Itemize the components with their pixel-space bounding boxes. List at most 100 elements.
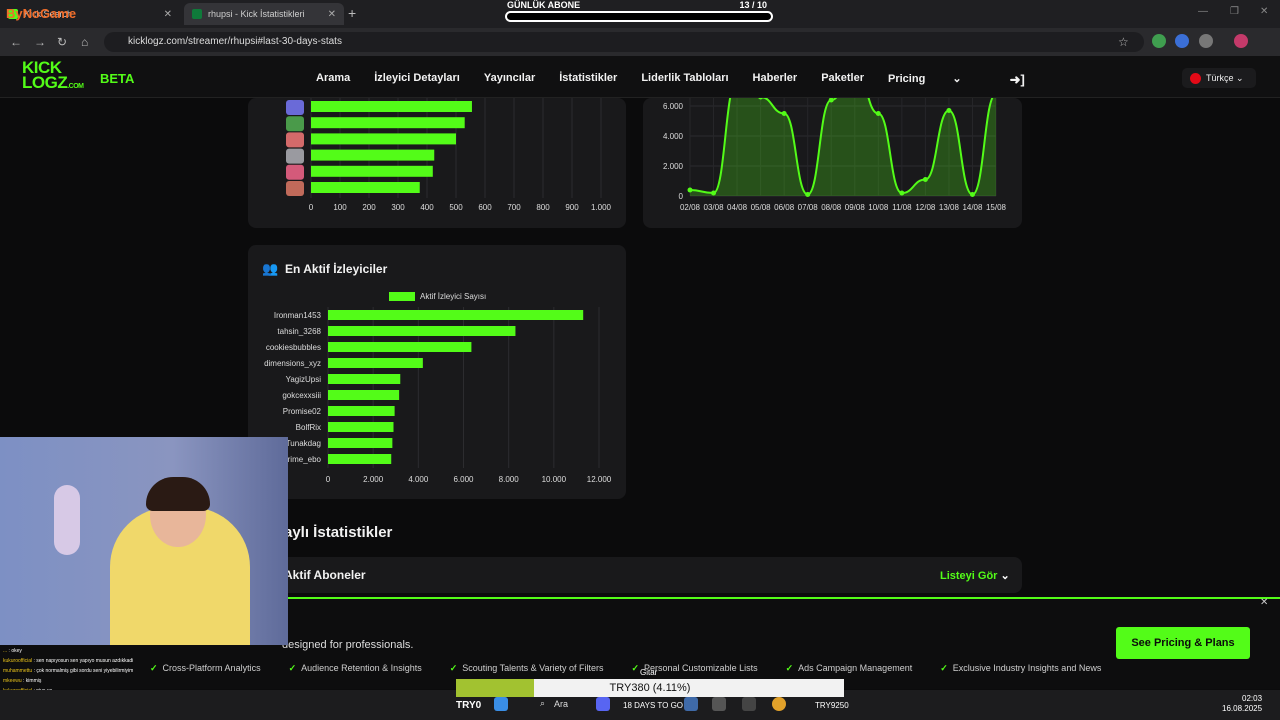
top-left-chart-panel: 0 100 200 300 400 500 600 700 800 900 1.000 xyxy=(248,98,626,228)
legend-label[interactable]: Aktif İzleyici Sayısı xyxy=(420,292,487,301)
extension-icon[interactable] xyxy=(1175,34,1189,48)
maximize-icon[interactable]: ❐ xyxy=(1230,6,1239,17)
y-tick-label: Tunakdag xyxy=(286,439,321,448)
close-icon[interactable]: ✕ xyxy=(163,8,172,20)
bar xyxy=(311,165,433,177)
menu-item-streamers[interactable]: Yayıncılar xyxy=(483,72,536,84)
chat-text: : kimmiş xyxy=(21,678,42,684)
data-point xyxy=(899,190,905,196)
chat-text: : çok normalmiş gibi sordu seni yiyebili… xyxy=(32,668,134,674)
days-to-go-text: 18 DAYS TO GO xyxy=(623,701,684,710)
data-point xyxy=(946,108,952,113)
discord-icon[interactable] xyxy=(596,697,610,711)
language-selector[interactable]: Türkçe ⌄ xyxy=(1182,68,1256,88)
search-icon: ⌕ xyxy=(540,698,546,708)
top-right-chart-panel: 0 2.000 4.000 6.000 02/08 03/08 04/08 05/08 06/0… xyxy=(643,64,1022,228)
top-subscribers-row[interactable]: Aktif Aboneler Listeyi Gör ⌄ xyxy=(248,557,1022,593)
x-tick-label: 07/08 xyxy=(798,203,819,212)
url-input[interactable]: kicklogz.com/streamer/rhupsi#last-30-day… xyxy=(104,32,1144,52)
check-icon: ✓ xyxy=(940,663,948,673)
chrome-icon[interactable] xyxy=(772,697,786,711)
bar xyxy=(311,117,465,129)
donation-text: TRY380 (4.11%) xyxy=(609,682,691,694)
clock-date: 16.08.2025 xyxy=(1222,704,1263,713)
windows-start-icon[interactable] xyxy=(494,697,508,711)
reload-icon[interactable]: ↻ xyxy=(57,35,68,49)
check-icon: ✓ xyxy=(288,663,297,673)
bar xyxy=(328,454,392,464)
x-tick-label: 06/08 xyxy=(774,203,795,212)
address-bar-row: ← → ↻ ⌂ kicklogz.com/streamer/rhupsi#las… xyxy=(0,28,1280,56)
tab-kick-search[interactable]: Kick Search ✕ xyxy=(0,3,180,25)
x-tick-label: 200 xyxy=(362,203,376,212)
see-pricing-button[interactable]: See Pricing & Plans xyxy=(1116,627,1250,659)
data-point xyxy=(687,187,693,193)
logo-top-text: KICK xyxy=(22,58,62,77)
login-icon[interactable]: ➜] xyxy=(1009,72,1025,87)
menu-item-news[interactable]: Haberler xyxy=(752,72,798,84)
tab-label: rhupsi - Kick İstatistikleri xyxy=(208,9,305,19)
minimize-icon[interactable]: — xyxy=(1198,6,1208,17)
back-icon[interactable]: ← xyxy=(10,35,22,49)
y-tick-label: 6.000 xyxy=(663,102,684,111)
y-tick-label: 0 xyxy=(679,192,684,201)
x-tick-label: 100 xyxy=(333,203,347,212)
kicklogz-logo[interactable]: KICK LOGZ.COM xyxy=(22,58,84,94)
chat-message: kukuroofficial : sen napıyosun sen yapıy… xyxy=(3,656,170,666)
viewer-avatar xyxy=(286,164,304,180)
menu-item-leaderboards[interactable]: Liderlik Tabloları xyxy=(641,72,729,84)
feature-item: ✓ Personal Customizable Lists xyxy=(631,663,771,674)
view-list-link[interactable]: Listeyi Gör ⌄ xyxy=(940,569,1010,582)
data-point xyxy=(711,190,717,196)
feature-label: Personal Customizable Lists xyxy=(644,663,758,673)
donation-goal-label: Gitar xyxy=(640,668,658,677)
close-icon[interactable]: ✕ xyxy=(1260,597,1269,608)
data-point xyxy=(969,192,975,197)
top-subscribers-title: Aktif Aboneler xyxy=(284,568,366,582)
menu-item-pricing[interactable]: Pricing ⌄ xyxy=(888,72,986,88)
extensions-puzzle-icon[interactable] xyxy=(1199,34,1213,48)
new-tab-icon[interactable]: + xyxy=(348,5,357,21)
check-icon: ✓ xyxy=(449,663,458,673)
x-tick-label: 11/08 xyxy=(892,203,912,212)
viewer-avatar xyxy=(286,100,304,115)
chat-username: mkeewu xyxy=(3,678,22,684)
profile-avatar[interactable] xyxy=(1234,34,1248,48)
close-icon[interactable]: ✕ xyxy=(327,8,336,20)
x-tick-label: 05/08 xyxy=(751,203,772,212)
extension-icon[interactable] xyxy=(1152,34,1166,48)
window-close-icon[interactable]: ✕ xyxy=(1260,6,1269,17)
feature-label: Audience Retention & Insights xyxy=(301,663,422,673)
legend-swatch[interactable] xyxy=(389,292,415,301)
x-tick-label: 8.000 xyxy=(499,475,520,484)
language-label: Türkçe xyxy=(1206,73,1234,83)
donation-min: TRY0 xyxy=(456,700,482,711)
taskbar-clock[interactable]: 02:03 16.08.2025 xyxy=(1222,694,1262,714)
app-icon[interactable] xyxy=(742,697,756,711)
sub-goal-overlay: GÜNLÜK ABONE 13 / 10 xyxy=(505,0,775,24)
menu-item-statistics[interactable]: İstatistikler xyxy=(559,72,618,84)
data-point xyxy=(781,111,787,116)
bar xyxy=(328,358,423,368)
app-icon[interactable] xyxy=(712,697,726,711)
y-tick-label: YagizUpsi xyxy=(286,375,322,384)
chat-message: mkeewu : kimmiş xyxy=(3,676,170,686)
menu-item-packages[interactable]: Paketler xyxy=(821,72,864,84)
app-icon[interactable] xyxy=(684,697,698,711)
taskbar-search[interactable]: ⌕ Ara xyxy=(530,696,590,714)
x-tick-label: 300 xyxy=(391,203,405,212)
bookmark-star-icon[interactable]: ☆ xyxy=(1118,35,1129,49)
tab-kicklogz[interactable]: rhupsi - Kick İstatistikleri ✕ xyxy=(184,3,344,25)
home-icon[interactable]: ⌂ xyxy=(81,35,89,49)
url-text: kicklogz.com/streamer/rhupsi#last-30-day… xyxy=(128,36,342,47)
forward-icon[interactable]: → xyxy=(34,35,46,49)
x-tick-label: 15/08 xyxy=(986,203,1007,212)
viewer-avatar xyxy=(286,148,304,164)
chat-username: kukuroofficial xyxy=(3,658,33,664)
feature-item: ✓ Exclusive Industry Insights and News xyxy=(940,663,1115,674)
menu-item-arama[interactable]: Arama xyxy=(316,72,351,84)
check-icon: ✓ xyxy=(785,663,794,673)
x-tick-label: 12/08 xyxy=(915,203,936,212)
feature-label: Scouting Talents & Variety of Filters xyxy=(462,663,604,673)
menu-item-viewer-details[interactable]: İzleyici Detayları xyxy=(374,72,460,84)
